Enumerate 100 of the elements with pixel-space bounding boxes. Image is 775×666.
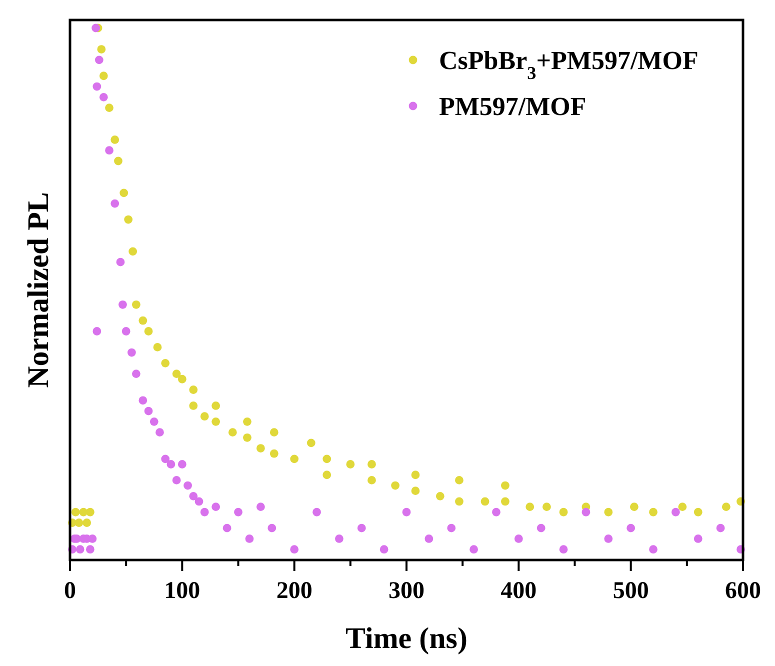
point <box>92 327 102 336</box>
point <box>270 428 278 437</box>
point <box>172 370 181 378</box>
point <box>268 524 276 532</box>
legend-label: CsPbBr$_{3}$+PM597/MOF <box>439 46 698 83</box>
x-tick-label: 300 <box>388 578 424 604</box>
point <box>411 486 420 496</box>
point <box>357 524 366 532</box>
point <box>604 534 613 543</box>
point <box>626 524 636 532</box>
point <box>222 524 232 532</box>
point <box>127 348 136 357</box>
y-axis-title: Normalized PL <box>22 192 55 388</box>
point <box>124 215 133 224</box>
legend-label: PM597/MOF <box>439 92 586 121</box>
point <box>243 417 252 426</box>
x-axis-title: Time (ns) <box>346 622 468 655</box>
point <box>189 402 198 410</box>
point <box>132 370 140 378</box>
point <box>94 56 104 64</box>
point <box>722 502 730 511</box>
point <box>234 508 242 516</box>
point <box>105 104 114 112</box>
point <box>138 316 148 325</box>
point <box>368 476 376 484</box>
point <box>501 481 510 490</box>
point <box>559 545 568 554</box>
point <box>245 534 254 543</box>
point <box>76 545 84 554</box>
point <box>312 508 321 516</box>
point <box>122 327 130 336</box>
point <box>161 454 170 464</box>
point <box>166 460 176 468</box>
point <box>501 497 510 506</box>
point <box>346 460 355 468</box>
point <box>138 396 148 405</box>
point <box>184 481 192 490</box>
point <box>200 412 209 421</box>
point <box>178 460 186 468</box>
point <box>604 508 613 516</box>
point <box>470 545 478 554</box>
point <box>436 492 444 500</box>
point <box>189 492 198 500</box>
point <box>559 508 568 516</box>
point <box>92 24 100 32</box>
point <box>335 534 344 543</box>
point <box>110 136 120 144</box>
point <box>116 258 125 266</box>
point <box>306 438 316 448</box>
point <box>86 545 94 554</box>
point <box>189 386 198 394</box>
point <box>290 454 299 464</box>
point <box>411 470 420 480</box>
point <box>455 497 464 506</box>
point <box>630 502 638 511</box>
point <box>649 545 658 554</box>
point <box>582 508 590 516</box>
point <box>150 417 158 426</box>
point <box>694 508 702 516</box>
point <box>178 374 186 384</box>
point <box>144 406 153 416</box>
point <box>492 508 500 516</box>
point <box>172 476 181 484</box>
point <box>82 518 92 527</box>
point <box>114 156 122 166</box>
point <box>228 428 237 437</box>
point <box>526 502 534 511</box>
point <box>194 497 204 506</box>
point <box>118 300 127 309</box>
point <box>200 508 209 516</box>
point <box>110 199 120 208</box>
point <box>97 45 106 54</box>
point <box>243 433 252 442</box>
point <box>105 146 114 155</box>
point <box>92 82 102 91</box>
point <box>153 343 162 352</box>
point <box>212 502 220 511</box>
point <box>322 470 332 480</box>
x-tick-label: 600 <box>725 578 761 604</box>
x-tick-label: 200 <box>276 578 312 604</box>
point <box>447 524 456 532</box>
point <box>455 476 464 484</box>
point <box>649 508 658 516</box>
point <box>424 534 434 543</box>
point <box>672 508 680 516</box>
point <box>514 534 523 543</box>
point <box>368 460 376 468</box>
point <box>480 497 490 506</box>
x-tick-label: 400 <box>500 578 537 604</box>
point <box>256 502 265 511</box>
point <box>99 72 108 80</box>
point <box>694 534 702 543</box>
point <box>536 524 546 532</box>
point <box>678 502 687 511</box>
point <box>542 502 551 511</box>
point <box>120 188 128 198</box>
point <box>74 518 84 527</box>
point <box>270 449 278 458</box>
point <box>402 508 411 516</box>
point <box>71 508 80 516</box>
